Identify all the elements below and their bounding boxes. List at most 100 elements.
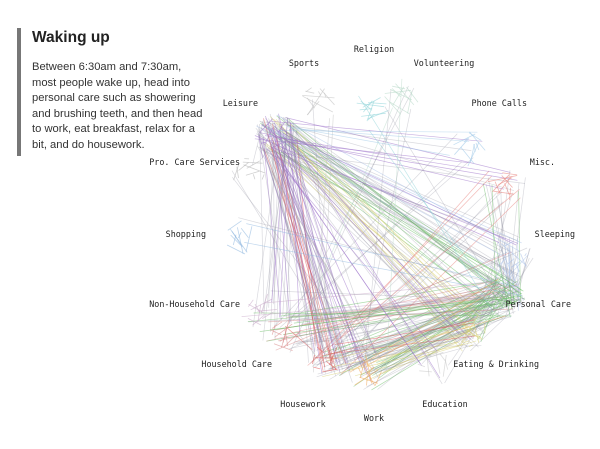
cluster-line <box>473 323 480 343</box>
cluster-line <box>469 131 486 151</box>
cluster-line <box>226 244 246 255</box>
transition-line <box>361 108 412 351</box>
transition-line <box>511 177 526 285</box>
transition-line <box>362 320 484 352</box>
cluster-line <box>426 354 430 377</box>
transition-line <box>377 317 476 365</box>
cluster-line <box>269 329 282 336</box>
transition-line <box>289 297 525 350</box>
annotation-box: Waking up Between 6:30am and 7:30am, mos… <box>17 28 207 156</box>
cluster-line <box>279 125 289 135</box>
transition-eating_drinking-to-leisure <box>255 116 485 352</box>
cluster-line <box>233 163 240 181</box>
transition-line <box>348 328 477 371</box>
transition-line <box>300 107 393 326</box>
transition-line <box>282 133 517 246</box>
cluster-line <box>305 90 315 94</box>
cluster-line <box>312 354 315 365</box>
cluster-line <box>475 142 480 151</box>
cluster-line <box>486 302 493 308</box>
transition-volunteering-to-household_care <box>287 85 415 353</box>
transition-line <box>485 184 514 301</box>
cluster-line <box>455 331 471 339</box>
transition-line <box>272 129 347 364</box>
cluster-line <box>280 145 284 152</box>
cluster-line <box>497 258 507 267</box>
transition-line <box>279 125 291 318</box>
cluster-line <box>261 174 265 180</box>
transition-line <box>278 289 510 342</box>
node-label-pro-care-services: Pro. Care Services <box>149 157 240 167</box>
cluster-line <box>242 161 263 164</box>
cluster-line <box>491 291 504 309</box>
cluster-line <box>504 287 513 307</box>
transition-line <box>274 126 510 291</box>
node-label-sports: Sports <box>289 58 319 68</box>
transition-line <box>518 248 531 286</box>
cluster-line <box>359 361 365 379</box>
transition-line <box>322 344 464 378</box>
transition-line <box>267 123 521 306</box>
transition-line <box>241 293 505 317</box>
transition-line <box>252 122 283 328</box>
transition-line <box>359 328 453 378</box>
transition-line <box>334 322 474 345</box>
cluster-line <box>419 370 432 373</box>
cluster-line <box>247 318 262 326</box>
cluster-line <box>250 298 273 311</box>
cluster-phone_calls <box>453 131 486 167</box>
transition-line <box>247 298 509 322</box>
cluster-line <box>326 361 338 371</box>
transition-line <box>366 290 495 367</box>
transition-line <box>276 136 324 371</box>
cluster-line <box>384 96 401 115</box>
transition-line <box>260 121 472 151</box>
cluster-line <box>262 311 274 319</box>
cluster-misc <box>487 172 518 201</box>
transition-line <box>272 123 337 371</box>
transition-household_care-to-sleeping <box>275 247 528 351</box>
transition-line <box>355 340 477 377</box>
transition-line <box>326 325 475 361</box>
cluster-line <box>407 91 413 114</box>
transition-line <box>275 251 512 351</box>
cluster-line <box>288 129 291 131</box>
transition-line <box>275 139 291 323</box>
transition-line <box>335 278 499 359</box>
transition-line <box>262 136 282 320</box>
cluster-volunteering <box>384 83 419 115</box>
cluster-non_household_care <box>247 293 277 326</box>
transition-line <box>497 241 525 301</box>
cluster-line <box>274 323 293 338</box>
cluster-line <box>420 352 439 360</box>
transition-line <box>264 281 491 304</box>
cluster-line <box>366 100 375 122</box>
node-label-household-care: Household Care <box>201 359 272 369</box>
transition-line <box>255 127 468 348</box>
transition-line <box>496 195 519 302</box>
transition-line <box>238 217 518 290</box>
transition-line <box>448 282 500 338</box>
transition-line <box>254 135 500 243</box>
transition-line <box>270 290 523 302</box>
cluster-line <box>314 357 338 359</box>
node-label-shopping: Shopping <box>166 229 206 239</box>
transition-line <box>284 283 502 336</box>
transition-non_household_care-to-personal_care <box>241 281 523 317</box>
cluster-line <box>504 241 513 247</box>
transition-line <box>272 117 288 305</box>
cluster-line <box>322 368 337 373</box>
transition-line <box>462 279 498 327</box>
cluster-line <box>325 340 334 370</box>
cluster-line <box>453 133 476 146</box>
transition-misc-to-housework <box>307 170 521 375</box>
cluster-line <box>502 172 518 176</box>
transition-line <box>275 152 423 366</box>
transition-line <box>347 313 461 354</box>
transition-line <box>285 117 511 173</box>
transition-line <box>281 143 292 323</box>
cluster-line <box>264 128 273 146</box>
transition-line <box>265 130 507 271</box>
transition-line <box>324 291 504 372</box>
node-label-religion: Religion <box>354 44 394 54</box>
